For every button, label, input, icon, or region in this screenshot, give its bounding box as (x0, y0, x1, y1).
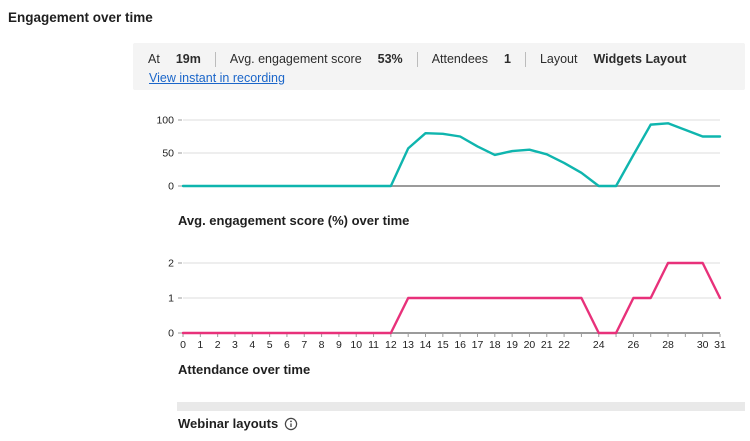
svg-text:12: 12 (385, 339, 397, 351)
stat-divider (214, 51, 216, 67)
svg-text:19: 19 (506, 339, 518, 351)
svg-text:1: 1 (197, 339, 203, 351)
svg-text:26: 26 (628, 339, 640, 351)
svg-text:0: 0 (168, 181, 174, 193)
svg-text:30: 30 (697, 339, 709, 351)
svg-text:14: 14 (420, 339, 432, 351)
svg-text:50: 50 (162, 148, 174, 160)
svg-text:31: 31 (714, 339, 726, 351)
stat-attendees-value: 1 (503, 52, 511, 66)
svg-text:18: 18 (489, 339, 501, 351)
svg-text:0: 0 (180, 339, 186, 351)
svg-text:16: 16 (454, 339, 466, 351)
stat-at-value: 19m (175, 52, 201, 66)
engagement-score-chart: 0 50 100 (156, 115, 722, 193)
svg-text:3: 3 (232, 339, 238, 351)
attendance-chart-title: Attendance over time (178, 362, 311, 377)
stat-layout: Layout Widgets Layout (540, 52, 686, 66)
stat-at-label: At (148, 52, 160, 66)
svg-text:20: 20 (524, 339, 536, 351)
svg-text:22: 22 (558, 339, 570, 351)
svg-text:9: 9 (336, 339, 342, 351)
svg-text:7: 7 (301, 339, 307, 351)
svg-text:11: 11 (368, 339, 379, 351)
stat-engagement: Avg. engagement score 53% (230, 52, 403, 66)
page-title: Engagement over time (8, 10, 153, 25)
webinar-layouts-heading: Webinar layouts (178, 416, 298, 431)
svg-text:1: 1 (168, 293, 174, 305)
svg-text:8: 8 (319, 339, 325, 351)
svg-text:2: 2 (215, 339, 221, 351)
svg-text:24: 24 (593, 339, 605, 351)
stat-engagement-label: Avg. engagement score (229, 52, 362, 66)
stat-attendees-label: Attendees (431, 52, 488, 66)
svg-text:5: 5 (267, 339, 273, 351)
svg-text:100: 100 (156, 115, 174, 127)
svg-text:13: 13 (402, 339, 414, 351)
stat-divider (524, 51, 526, 67)
section-divider-bar (177, 402, 745, 411)
stat-layout-label: Layout (539, 52, 578, 66)
svg-text:0: 0 (168, 328, 174, 340)
info-circle-icon[interactable] (284, 417, 298, 431)
svg-text:4: 4 (249, 339, 255, 351)
svg-text:17: 17 (472, 339, 484, 351)
stat-layout-value: Widgets Layout (593, 52, 687, 66)
engagement-chart-title: Avg. engagement score (%) over time (178, 213, 410, 228)
svg-text:6: 6 (284, 339, 290, 351)
svg-text:28: 28 (662, 339, 674, 351)
stat-divider (416, 51, 418, 67)
instant-tooltip-card: At 19m Avg. engagement score 53% Attende… (133, 43, 745, 90)
webinar-layouts-label: Webinar layouts (178, 416, 279, 431)
tooltip-stats-row: At 19m Avg. engagement score 53% Attende… (148, 50, 745, 68)
svg-text:10: 10 (350, 339, 362, 351)
svg-text:21: 21 (541, 339, 553, 351)
stat-attendees: Attendees 1 (432, 52, 511, 66)
stat-engagement-value: 53% (377, 52, 403, 66)
svg-text:2: 2 (168, 258, 174, 270)
view-instant-in-recording-link[interactable]: View instant in recording (149, 71, 285, 85)
svg-text:15: 15 (437, 339, 449, 351)
stat-at: At 19m (148, 52, 201, 66)
